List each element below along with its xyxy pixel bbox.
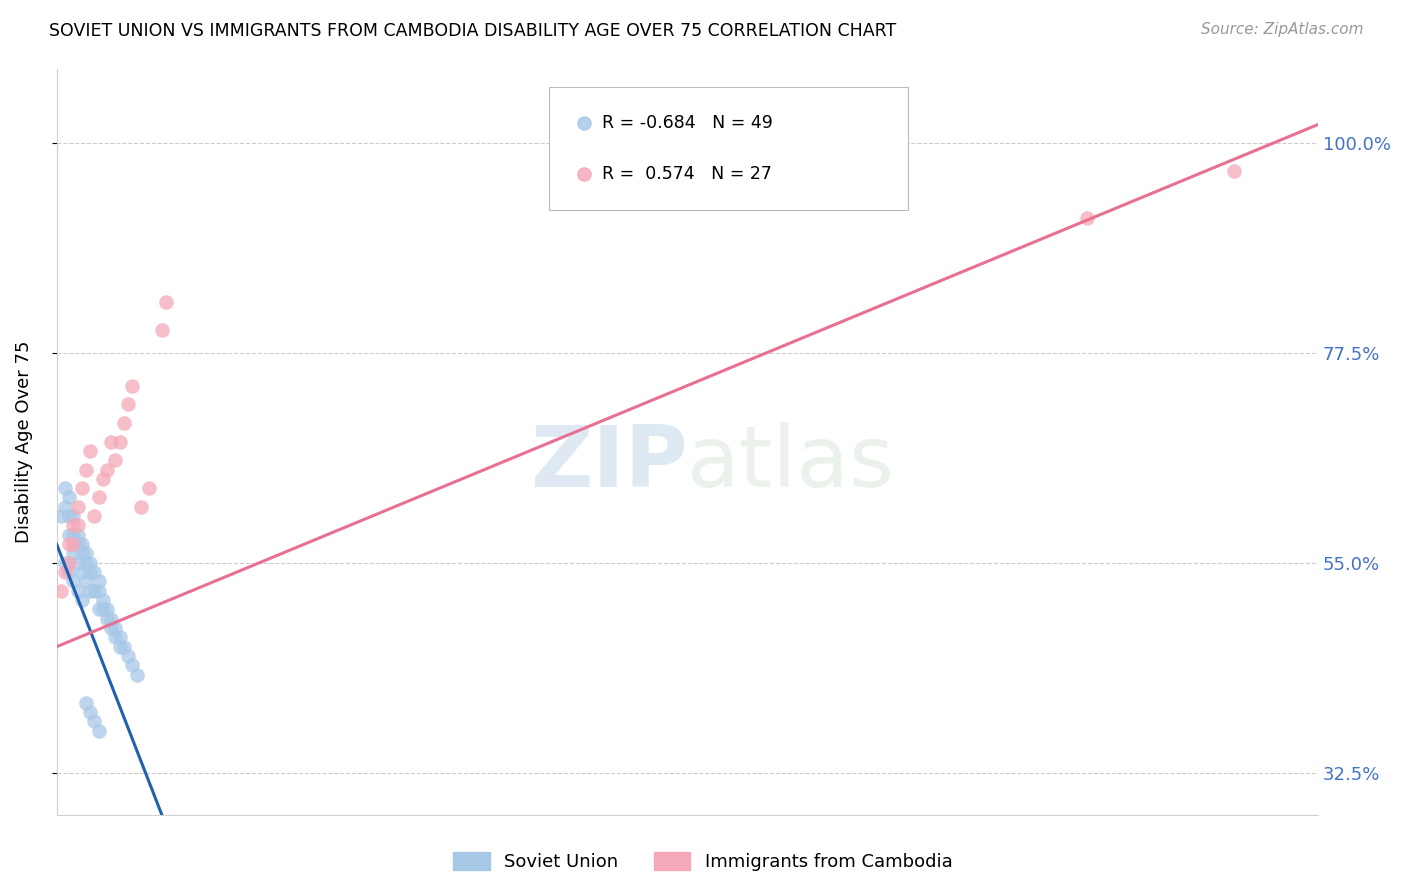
- Point: [70, 546, 93, 560]
- Point: [87, 583, 110, 598]
- Point: [62, 574, 84, 589]
- Point: [83, 714, 105, 729]
- Point: [66, 528, 89, 542]
- Point: [96, 612, 118, 626]
- Point: [62, 509, 84, 524]
- Point: [49, 509, 72, 524]
- Point: [53, 565, 76, 579]
- Text: Source: ZipAtlas.com: Source: ZipAtlas.com: [1201, 22, 1364, 37]
- Point: [150, 323, 173, 337]
- Point: [100, 621, 122, 635]
- Point: [79, 565, 101, 579]
- Point: [104, 621, 127, 635]
- Y-axis label: Disability Age Over 75: Disability Age Over 75: [15, 340, 32, 543]
- Point: [58, 537, 80, 551]
- FancyBboxPatch shape: [548, 87, 908, 211]
- Point: [62, 528, 84, 542]
- Point: [112, 416, 135, 430]
- Point: [96, 602, 118, 616]
- Point: [75, 696, 97, 710]
- Point: [117, 648, 139, 663]
- Point: [100, 612, 122, 626]
- Point: [138, 481, 160, 495]
- Point: [87, 574, 110, 589]
- Point: [79, 705, 101, 719]
- Point: [91, 593, 114, 607]
- Point: [75, 556, 97, 570]
- Point: [104, 453, 127, 467]
- Point: [104, 631, 127, 645]
- Point: [83, 509, 105, 524]
- Point: [66, 583, 89, 598]
- Point: [53, 500, 76, 514]
- Point: [58, 509, 80, 524]
- Point: [117, 397, 139, 411]
- Point: [75, 546, 97, 560]
- Point: [87, 491, 110, 505]
- Point: [112, 640, 135, 654]
- Point: [79, 443, 101, 458]
- Point: [96, 462, 118, 476]
- Point: [58, 528, 80, 542]
- Text: atlas: atlas: [688, 423, 896, 506]
- Point: [83, 565, 105, 579]
- Point: [121, 658, 143, 673]
- Legend: Soviet Union, Immigrants from Cambodia: Soviet Union, Immigrants from Cambodia: [446, 845, 960, 879]
- Point: [66, 518, 89, 533]
- Text: R = -0.684   N = 49: R = -0.684 N = 49: [602, 114, 772, 132]
- Point: [53, 556, 76, 570]
- Point: [75, 574, 97, 589]
- Point: [66, 556, 89, 570]
- Point: [70, 565, 93, 579]
- Point: [155, 294, 177, 309]
- Point: [58, 491, 80, 505]
- Point: [129, 500, 152, 514]
- Text: SOVIET UNION VS IMMIGRANTS FROM CAMBODIA DISABILITY AGE OVER 75 CORRELATION CHAR: SOVIET UNION VS IMMIGRANTS FROM CAMBODIA…: [49, 22, 897, 40]
- Point: [62, 518, 84, 533]
- Point: [91, 602, 114, 616]
- Point: [66, 500, 89, 514]
- Point: [91, 472, 114, 486]
- Point: [87, 723, 110, 738]
- Point: [108, 434, 131, 449]
- Point: [75, 462, 97, 476]
- Point: [87, 602, 110, 616]
- Text: ZIP: ZIP: [530, 423, 688, 506]
- Point: [58, 556, 80, 570]
- Point: [125, 667, 148, 681]
- Point: [70, 537, 93, 551]
- Point: [66, 537, 89, 551]
- Point: [121, 378, 143, 392]
- Point: [70, 481, 93, 495]
- Point: [1223, 164, 1246, 178]
- Text: R =  0.574   N = 27: R = 0.574 N = 27: [602, 165, 772, 184]
- Point: [108, 631, 131, 645]
- Point: [79, 556, 101, 570]
- Point: [70, 593, 93, 607]
- Point: [108, 640, 131, 654]
- Point: [1076, 211, 1098, 225]
- Point: [79, 583, 101, 598]
- Point: [58, 565, 80, 579]
- Point: [100, 434, 122, 449]
- Point: [62, 546, 84, 560]
- Point: [53, 481, 76, 495]
- Point: [62, 537, 84, 551]
- Point: [49, 583, 72, 598]
- Point: [83, 583, 105, 598]
